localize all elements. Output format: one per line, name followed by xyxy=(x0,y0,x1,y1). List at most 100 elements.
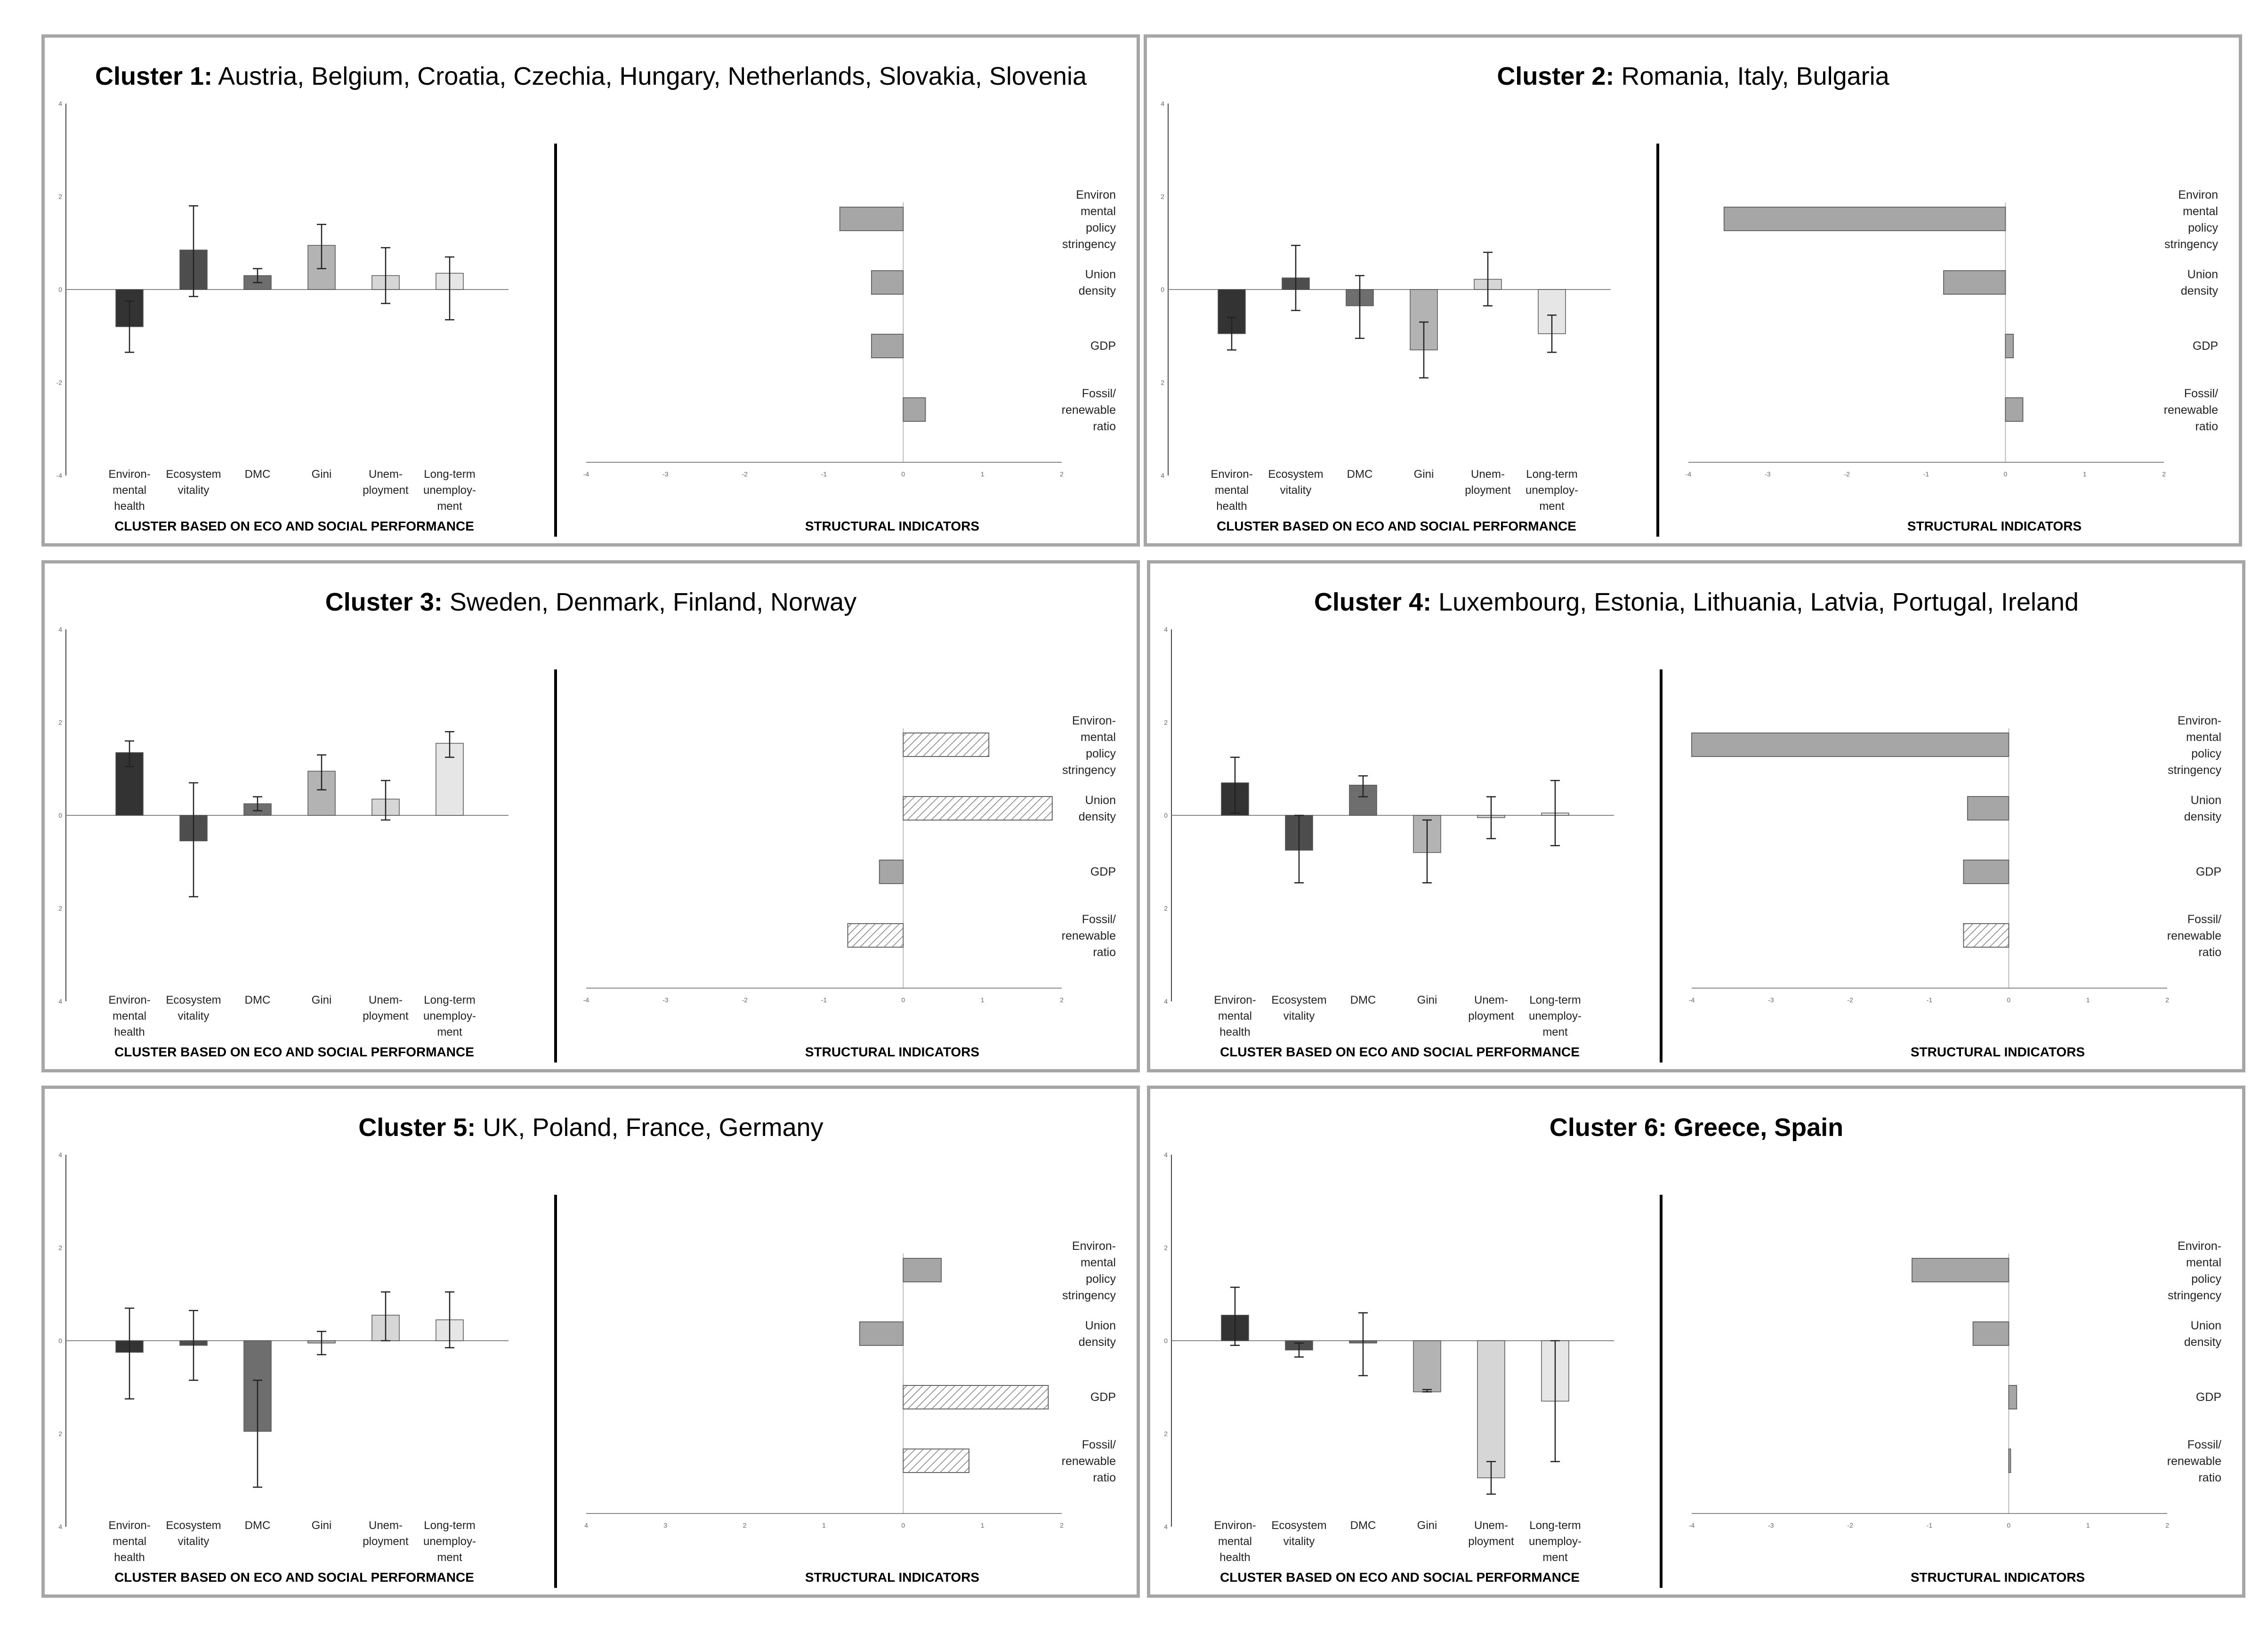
struct-x-tick: 2 xyxy=(1060,470,1064,478)
perf-y-tick: 0 xyxy=(1164,812,1168,819)
struct-x-tick: -3 xyxy=(662,470,669,478)
struct-category-line: renewable xyxy=(1062,1455,1116,1468)
struct-x-tick: 1 xyxy=(981,470,985,478)
perf-y-tick: -2 xyxy=(56,379,63,386)
struct-bar xyxy=(871,270,904,295)
struct-category-label: GDP xyxy=(1090,1391,1116,1404)
struct-x-tick: -3 xyxy=(1768,996,1774,1004)
perf-category-line: Long-term xyxy=(1529,994,1581,1006)
perf-category-line: vitality xyxy=(178,1535,210,1548)
struct-category-line: stringency xyxy=(1062,764,1116,777)
struct-bar xyxy=(879,860,904,884)
perf-category-label: Environ-mental health xyxy=(1211,468,1252,513)
struct-x-tick: -1 xyxy=(1927,1521,1933,1529)
cluster-chart-1: Cluster 1: Austria, Belgium, Croatia, Cz… xyxy=(56,62,1116,537)
struct-category-line: Fossil/ xyxy=(2187,913,2221,926)
perf-bar xyxy=(1349,785,1377,816)
cluster-chart-2: Cluster 2: Romania, Italy, Bulgaria 4 2 0 2 4… xyxy=(1161,62,2218,537)
perf-y-tick: 4 xyxy=(1164,1523,1168,1530)
perf-category-label: Gini xyxy=(312,1519,332,1532)
perf-category-line: unemploy- xyxy=(423,1535,476,1548)
struct-category-label: Environ-mental policy stringency xyxy=(2168,714,2221,777)
struct-category-line: density xyxy=(1079,810,1116,823)
struct-category-line: GDP xyxy=(1090,339,1116,353)
cluster-panel-3: Cluster 3: Sweden, Denmark, Finland, Nor… xyxy=(41,560,1140,1072)
struct-bar xyxy=(903,732,990,757)
perf-category-line: Ecosystem xyxy=(166,1519,221,1532)
perf-y-tick: 2 xyxy=(1164,905,1168,912)
perf-category-label: Unem-ployment xyxy=(1465,468,1511,497)
perf-y-tick: 2 xyxy=(1164,1430,1168,1438)
perf-category-line: Unem- xyxy=(1474,1519,1508,1532)
perf-category-line: mental xyxy=(113,1535,146,1548)
cluster-panel-5: Cluster 5: UK, Poland, France, Germany 4 2… xyxy=(41,1086,1140,1598)
struct-category-label: Environ mental policy stringency xyxy=(2164,188,2218,251)
perf-y-tick: 0 xyxy=(1164,1337,1168,1344)
struct-x-tick: -2 xyxy=(742,470,748,478)
perf-x-axis-title: CLUSTER BASED ON ECO AND SOCIAL PERFORMA… xyxy=(114,519,474,533)
struct-x-tick: 2 xyxy=(2165,1521,2169,1529)
struct-bar xyxy=(847,923,904,948)
perf-category-label: Long-term unemploy-ment xyxy=(1529,1519,1582,1564)
struct-category-line: ratio xyxy=(1093,420,1116,433)
perf-category-line: Long-term xyxy=(1529,1519,1581,1532)
struct-category-line: renewable xyxy=(2164,403,2218,417)
perf-category-label: Unem-ployment xyxy=(363,468,409,497)
perf-y-tick: 4 xyxy=(1164,1151,1168,1159)
struct-category-label: GDP xyxy=(2196,865,2221,878)
struct-x-tick: 0 xyxy=(901,470,905,478)
cluster-chart-4: Cluster 4: Luxembourg, Estonia, Lithuani… xyxy=(1164,588,2222,1062)
perf-category-line: unemploy- xyxy=(1529,1535,1582,1548)
perf-category-line: Unem- xyxy=(369,1519,403,1532)
struct-bar xyxy=(839,207,904,231)
perf-category-line: Gini xyxy=(312,1519,332,1532)
title-cluster-label: Cluster 3: xyxy=(325,588,443,616)
perf-category-line: ment xyxy=(437,1551,462,1564)
panel-title: Cluster 2: Romania, Italy, Bulgaria xyxy=(1497,62,1889,90)
struct-x-tick: -3 xyxy=(1768,1521,1774,1529)
perf-category-line: mental xyxy=(1218,1010,1252,1022)
panel-title: Cluster 6: Greece, Spain xyxy=(1550,1113,1843,1142)
perf-category-line: ment xyxy=(437,1026,462,1038)
perf-y-tick: 4 xyxy=(58,626,62,633)
perf-category-label: Long-term unemploy-ment xyxy=(423,1519,476,1564)
title-cluster-label: Cluster 5: xyxy=(358,1113,476,1142)
perf-category-line: Ecosystem xyxy=(166,994,221,1006)
struct-category-label: GDP xyxy=(1090,865,1116,878)
cluster-panel-6: Cluster 6: Greece, Spain 4 2 0 2 4 Environ-men… xyxy=(1147,1086,2245,1598)
perf-category-line: vitality xyxy=(1283,1010,1315,1022)
struct-x-tick: -2 xyxy=(1847,996,1853,1004)
perf-category-line: mental xyxy=(1215,484,1249,497)
struct-x-tick: -1 xyxy=(1927,996,1933,1004)
struct-bar xyxy=(2005,397,2024,422)
struct-category-label: Fossil/renewable ratio xyxy=(1062,387,1116,433)
struct-x-tick: 0 xyxy=(901,1521,905,1529)
perf-category-line: ployment xyxy=(1465,484,1511,497)
perf-bar xyxy=(1413,1340,1441,1392)
struct-category-line: mental xyxy=(2186,731,2221,744)
perf-y-tick: -4 xyxy=(56,472,63,479)
perf-category-line: DMC xyxy=(245,468,271,481)
perf-x-axis-title: CLUSTER BASED ON ECO AND SOCIAL PERFORMA… xyxy=(1217,519,1576,533)
struct-x-tick: -4 xyxy=(1689,1521,1695,1529)
struct-category-line: mental xyxy=(1081,1256,1116,1269)
perf-category-label: DMC xyxy=(1350,1519,1376,1532)
panel-title: Cluster 5: UK, Poland, France, Germany xyxy=(358,1113,823,1142)
struct-bar xyxy=(903,1449,970,1473)
title-countries: UK, Poland, France, Germany xyxy=(476,1113,823,1142)
perf-category-line: Gini xyxy=(312,468,332,481)
struct-category-line: renewable xyxy=(2167,929,2221,942)
perf-category-line: health xyxy=(114,500,145,513)
perf-category-label: DMC xyxy=(245,1519,271,1532)
perf-y-tick: 4 xyxy=(1164,998,1168,1005)
cluster-chart-6: Cluster 6: Greece, Spain 4 2 0 2 4 Environ-men… xyxy=(1164,1113,2221,1588)
perf-category-line: unemploy- xyxy=(1525,484,1578,497)
struct-category-line: policy xyxy=(1086,1272,1116,1286)
struct-category-line: Fossil/ xyxy=(1082,387,1116,400)
perf-y-tick: 2 xyxy=(1164,1244,1168,1252)
perf-category-label: Unem-ployment xyxy=(363,1519,409,1548)
struct-category-line: policy xyxy=(2188,221,2218,234)
struct-category-line: density xyxy=(2184,810,2222,823)
perf-category-line: vitality xyxy=(178,1010,210,1022)
perf-category-label: Environ-mental health xyxy=(108,468,150,513)
